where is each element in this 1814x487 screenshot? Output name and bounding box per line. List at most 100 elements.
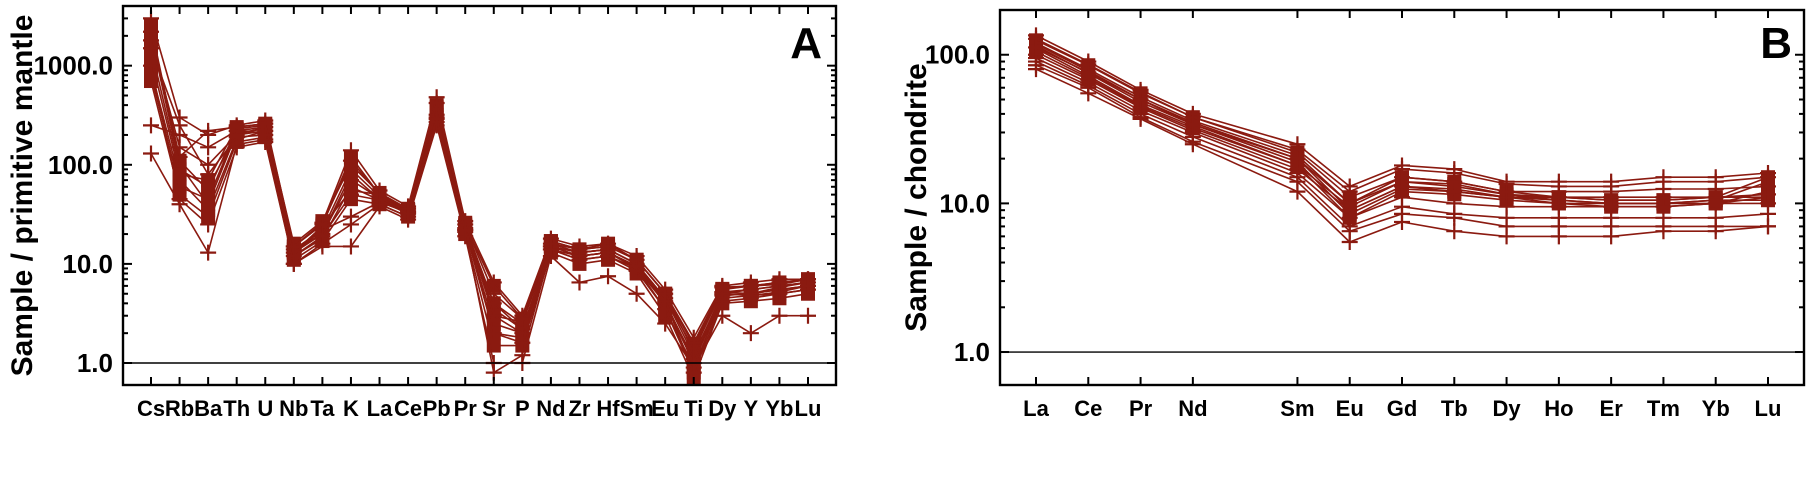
series-5	[144, 68, 815, 380]
data-point	[1028, 39, 1044, 56]
data-point	[228, 129, 245, 146]
data-point	[742, 287, 759, 304]
data-point	[1341, 195, 1358, 212]
x-tick-label-dy: Dy	[708, 396, 737, 421]
x-tick-label-ho: Ho	[1544, 396, 1573, 421]
x-tick-label-p: P	[515, 396, 530, 421]
x-tick-label-zr: Zr	[568, 396, 590, 421]
panel-a-series-layer	[143, 10, 816, 386]
data-point	[800, 277, 816, 294]
x-tick-label-nd: Nd	[536, 396, 565, 421]
y-tick-label: 1000.0	[33, 51, 113, 81]
data-point	[143, 23, 159, 40]
data-point	[600, 268, 617, 285]
data-point	[1184, 136, 1201, 153]
data-point	[771, 284, 788, 301]
data-point	[628, 285, 645, 302]
y-tick-label: 1.0	[77, 348, 113, 378]
data-point	[428, 110, 445, 127]
data-point	[342, 238, 359, 255]
x-tick-label-th: Th	[223, 396, 250, 421]
data-point	[1080, 64, 1097, 81]
series-12	[143, 57, 816, 381]
data-point	[1603, 228, 1620, 245]
data-point	[200, 166, 217, 183]
x-tick-label-nd: Nd	[1178, 396, 1207, 421]
data-point	[1289, 183, 1306, 200]
data-point	[400, 205, 417, 222]
x-tick-label-tm: Tm	[1647, 396, 1680, 421]
series-line	[1035, 47, 1768, 219]
data-point	[143, 57, 159, 74]
data-point	[1446, 223, 1463, 240]
x-tick-label-la: La	[1023, 396, 1049, 421]
data-point	[742, 325, 759, 342]
y-tick-label: 10.0	[939, 188, 990, 218]
data-point	[1655, 223, 1672, 240]
data-point	[1080, 85, 1097, 102]
x-tick-label-dy: Dy	[1493, 396, 1522, 421]
data-point	[1707, 195, 1724, 212]
data-point	[685, 334, 702, 351]
x-tick-label-y: Y	[744, 396, 759, 421]
data-point	[514, 310, 531, 327]
data-point	[314, 228, 331, 245]
y-tick-label: 100.0	[48, 150, 113, 180]
data-point	[201, 192, 216, 207]
data-point	[485, 325, 502, 342]
data-point	[143, 145, 159, 162]
data-point	[1707, 223, 1724, 240]
series-line	[1035, 68, 1769, 243]
data-point	[1184, 116, 1201, 133]
data-point	[1132, 110, 1149, 127]
x-tick-label-tb: Tb	[1441, 396, 1468, 421]
panel-a-y-axis: 1.0 10.0 100.0 1000.0	[33, 5, 836, 378]
data-point	[800, 307, 816, 324]
data-point	[1498, 228, 1515, 245]
panel-a-letter: A	[790, 19, 822, 68]
data-point	[542, 241, 559, 258]
panel-b-series-layer	[1028, 27, 1776, 250]
x-tick-label-u: U	[257, 396, 273, 421]
panel-a-frame	[121, 4, 838, 387]
series-line	[1035, 53, 1769, 211]
data-point	[200, 216, 217, 233]
x-tick-label-eu: Eu	[651, 396, 679, 421]
data-point	[1760, 218, 1776, 235]
x-tick-label-ce: Ce	[1074, 396, 1102, 421]
data-point	[1289, 150, 1306, 167]
data-point	[600, 244, 617, 261]
panel-a-y-axis-label: Sample / primitive mantle	[6, 15, 39, 377]
data-point	[1341, 233, 1358, 250]
x-tick-label-pr: Pr	[454, 396, 478, 421]
panel-b-y-axis-label: Sample / chondrite	[900, 63, 933, 331]
data-point	[171, 148, 188, 165]
panel-b-y-axis: 1.0 10.0 100.0	[925, 9, 1804, 367]
x-tick-label-cs: Cs	[137, 396, 165, 421]
x-tick-label-sm: Sm	[619, 396, 653, 421]
data-point	[143, 40, 159, 57]
data-point	[342, 172, 359, 189]
series-4	[144, 63, 815, 375]
series-line	[1035, 38, 1769, 193]
series-line	[1035, 46, 1769, 205]
data-point	[1132, 91, 1149, 108]
x-tick-label-eu: Eu	[1336, 396, 1364, 421]
series-line	[150, 75, 809, 374]
x-tick-label-ta: Ta	[310, 396, 335, 421]
x-tick-label-er: Er	[1600, 396, 1624, 421]
data-point	[1446, 173, 1463, 190]
data-point	[257, 126, 274, 143]
y-tick-label: 100.0	[925, 40, 990, 70]
x-tick-label-yb: Yb	[765, 396, 793, 421]
x-tick-label-ba: Ba	[194, 396, 223, 421]
data-point	[1655, 180, 1672, 197]
x-tick-label-pb: Pb	[423, 396, 451, 421]
x-tick-label-sr: Sr	[482, 396, 506, 421]
data-point	[285, 248, 302, 265]
x-tick-label-lu: Lu	[1755, 396, 1782, 421]
data-point	[200, 122, 217, 139]
